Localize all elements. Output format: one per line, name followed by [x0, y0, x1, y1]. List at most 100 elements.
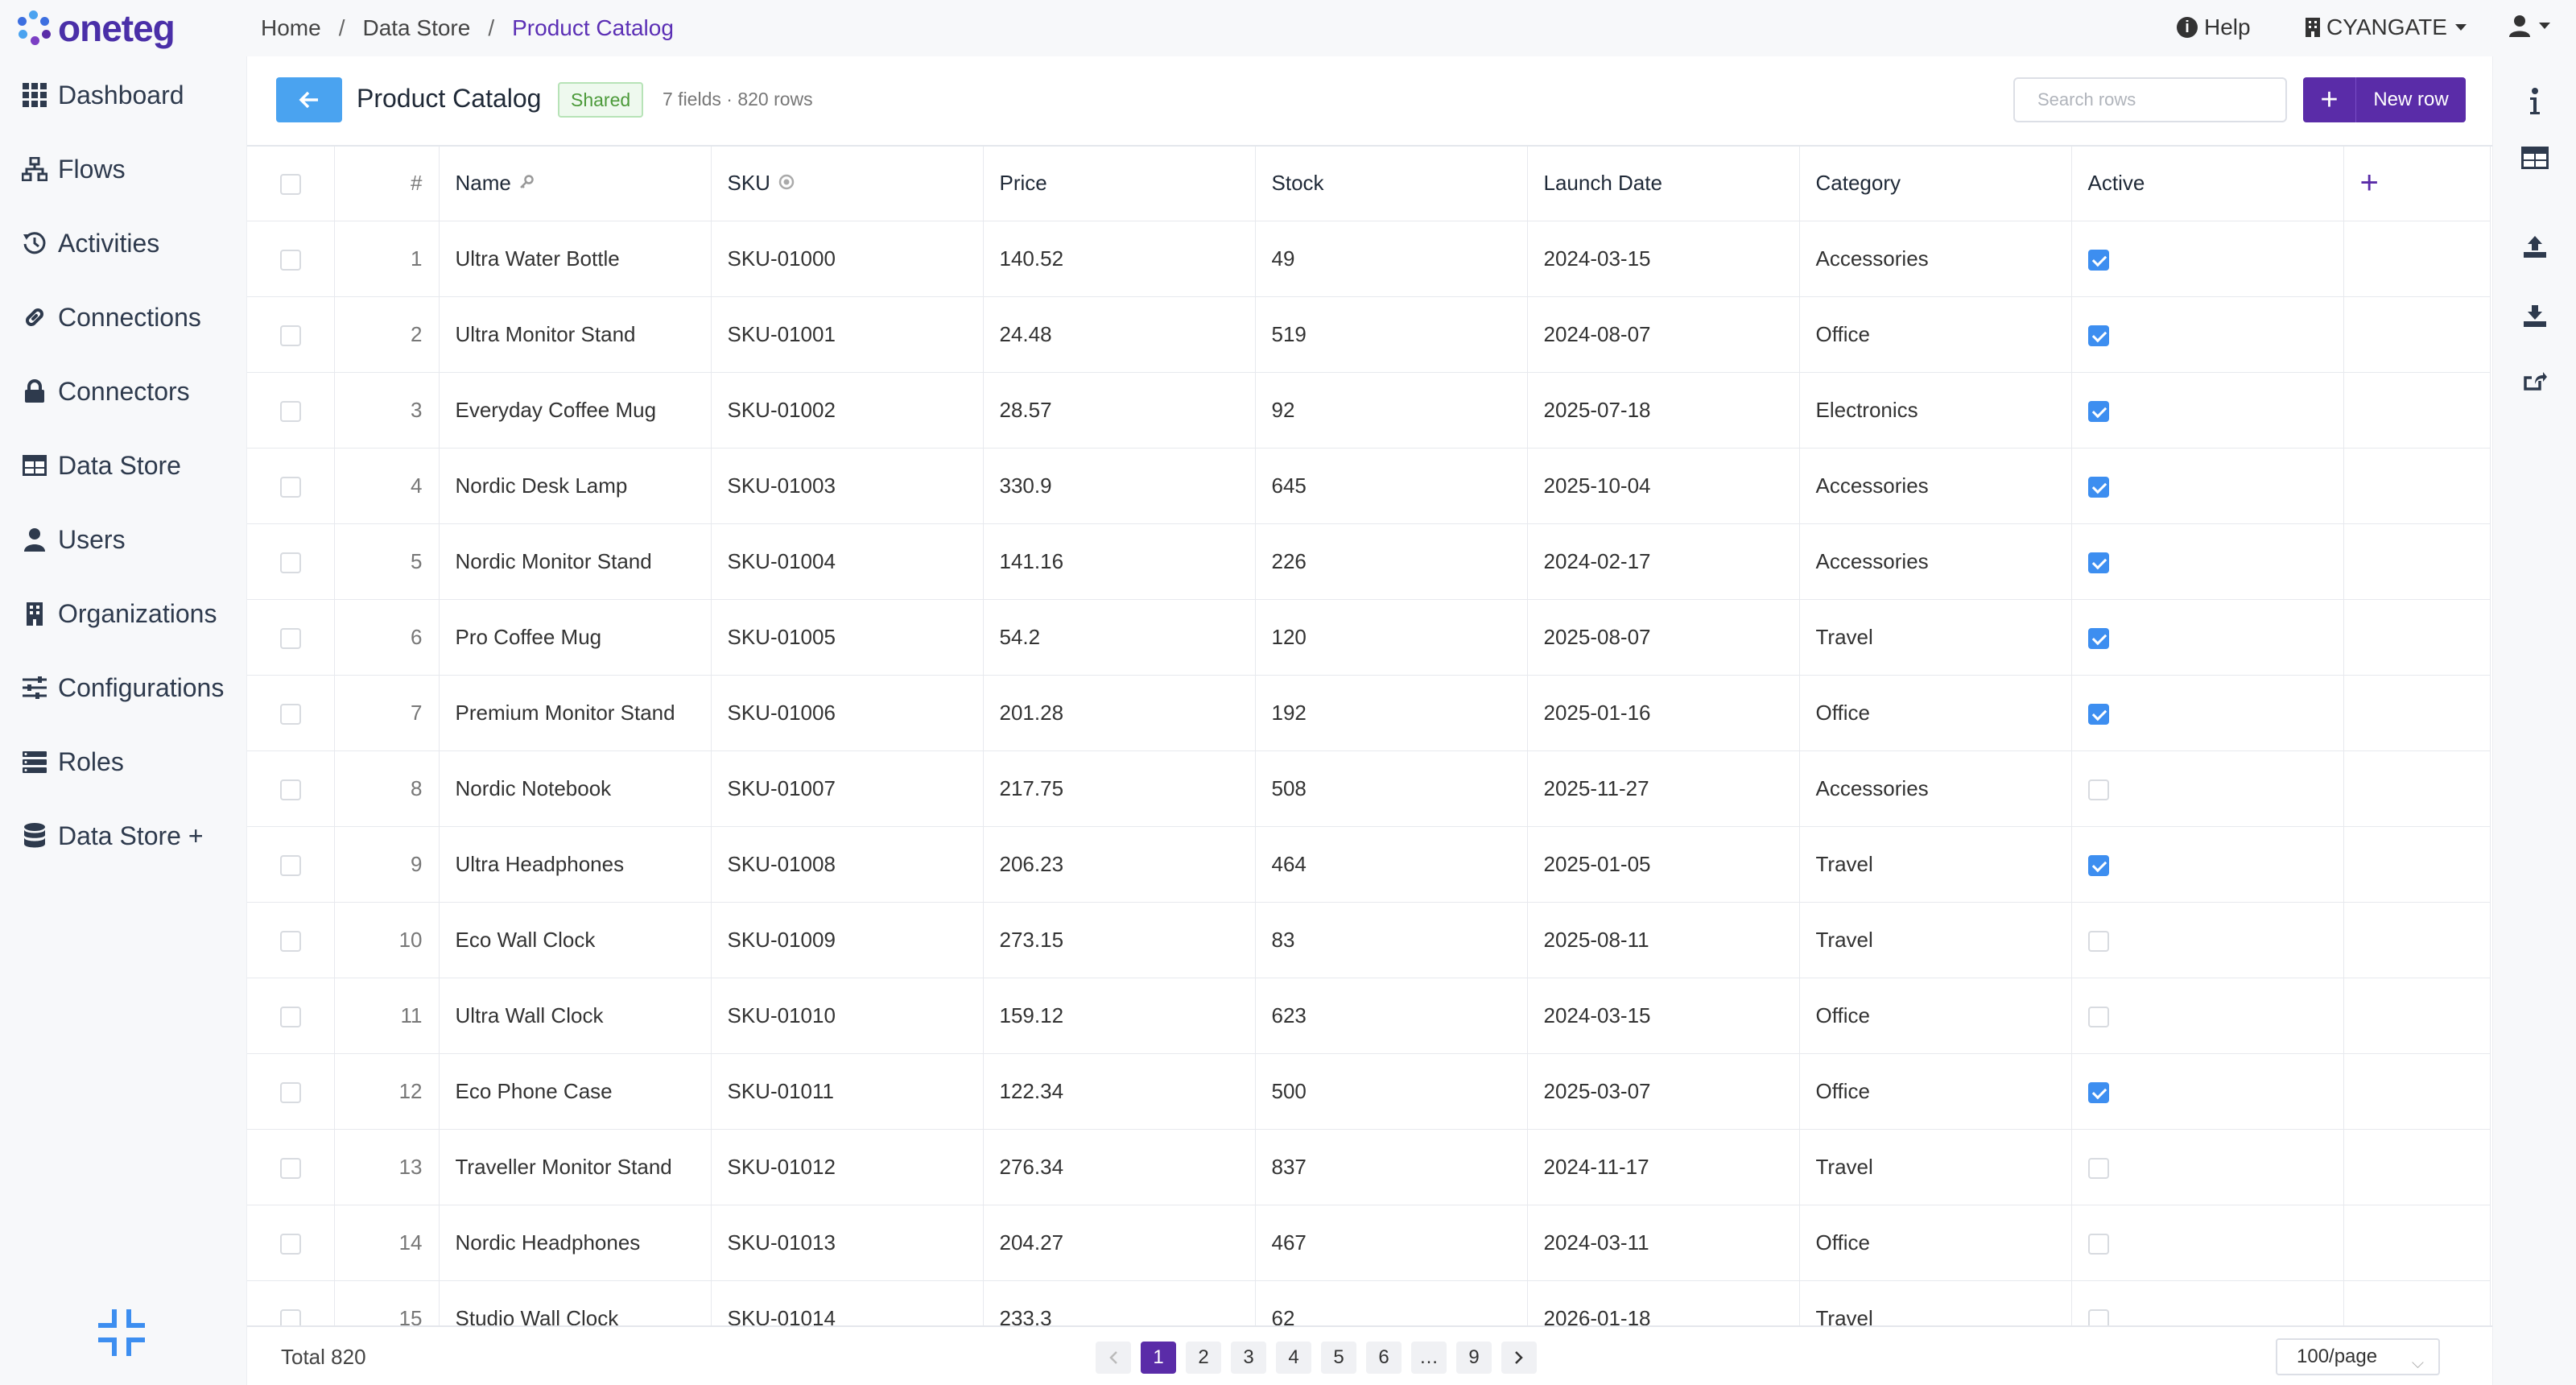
table-row[interactable]: 8 Nordic Notebook SKU-01007 217.75 508 2025-1… — [247, 750, 2491, 827]
sidebar-item-connections[interactable]: Connections — [21, 293, 201, 341]
export-button[interactable] — [2517, 298, 2553, 333]
page-button[interactable]: 3 — [1231, 1342, 1266, 1374]
search-input[interactable] — [2013, 77, 2287, 122]
page-size-select[interactable]: 100/page ⌵ — [2276, 1338, 2440, 1375]
cell-launch-date[interactable]: 2025-07-18 — [1527, 372, 1800, 449]
cell-price[interactable]: 276.34 — [983, 1129, 1256, 1205]
cell-price[interactable]: 206.23 — [983, 826, 1256, 903]
table-row[interactable]: 14 Nordic Headphones SKU-01013 204.27 467 202… — [247, 1205, 2491, 1281]
import-button[interactable] — [2517, 229, 2553, 264]
sidebar-item-configurations[interactable]: Configurations — [21, 664, 224, 712]
row-checkbox[interactable] — [279, 703, 301, 725]
page-button[interactable]: 5 — [1321, 1342, 1356, 1374]
add-column-button[interactable]: + — [2343, 147, 2491, 221]
sidebar-item-roles[interactable]: Roles — [21, 738, 124, 786]
cell-launch-date[interactable]: 2026-01-18 — [1527, 1280, 1800, 1325]
cell-stock[interactable]: 645 — [1255, 448, 1528, 524]
cell-launch-date[interactable]: 2025-10-04 — [1527, 448, 1800, 524]
cell-price[interactable]: 204.27 — [983, 1205, 1256, 1281]
cell-name[interactable]: Traveller Monitor Stand — [439, 1129, 712, 1205]
cell-launch-date[interactable]: 2024-02-17 — [1527, 523, 1800, 600]
cell-launch-date[interactable]: 2025-08-11 — [1527, 902, 1800, 978]
cell-category[interactable]: Accessories — [1799, 750, 2072, 827]
schema-button[interactable] — [2517, 140, 2553, 176]
page-button[interactable]: 1 — [1141, 1342, 1176, 1374]
sidebar-item-dashboard[interactable]: Dashboard — [21, 71, 184, 119]
cell-price[interactable]: 273.15 — [983, 902, 1256, 978]
organization-switcher[interactable]: CYANGATE — [2304, 14, 2467, 40]
cell-price[interactable]: 201.28 — [983, 675, 1256, 751]
active-checkbox[interactable] — [2087, 1233, 2109, 1255]
collapse-sidebar-button[interactable] — [97, 1308, 147, 1358]
cell-name[interactable]: Pro Coffee Mug — [439, 599, 712, 676]
cell-sku[interactable]: SKU-01001 — [711, 296, 984, 373]
active-checkbox[interactable] — [2087, 249, 2109, 271]
sidebar-item-activities[interactable]: Activities — [21, 219, 159, 267]
active-checkbox[interactable] — [2087, 930, 2109, 952]
next-page-button[interactable] — [1501, 1342, 1537, 1374]
share-button[interactable] — [2517, 366, 2553, 401]
info-button[interactable] — [2517, 84, 2553, 119]
cell-launch-date[interactable]: 2025-03-07 — [1527, 1053, 1800, 1130]
cell-name[interactable]: Ultra Monitor Stand — [439, 296, 712, 373]
table-row[interactable]: 7 Premium Monitor Stand SKU-01006 201.28 192… — [247, 675, 2491, 751]
cell-category[interactable]: Electronics — [1799, 372, 2072, 449]
active-checkbox[interactable] — [2087, 627, 2109, 649]
row-checkbox[interactable] — [279, 325, 301, 346]
cell-category[interactable]: Travel — [1799, 1280, 2072, 1325]
breadcrumb-data-store[interactable]: Data Store — [362, 15, 471, 40]
active-checkbox[interactable] — [2087, 1081, 2109, 1103]
cell-sku[interactable]: SKU-01000 — [711, 221, 984, 297]
row-checkbox[interactable] — [279, 1081, 301, 1103]
cell-launch-date[interactable]: 2024-11-17 — [1527, 1129, 1800, 1205]
page-ellipsis[interactable]: … — [1411, 1342, 1447, 1374]
table-row[interactable]: 4 Nordic Desk Lamp SKU-01003 330.9 645 2025-1… — [247, 448, 2491, 524]
sidebar-item-data-store[interactable]: Data Store — [21, 441, 181, 490]
row-checkbox[interactable] — [279, 930, 301, 952]
column-header-launch-date[interactable]: Launch Date — [1527, 147, 1800, 221]
cell-price[interactable]: 140.52 — [983, 221, 1256, 297]
table-row[interactable]: 1 Ultra Water Bottle SKU-01000 140.52 49 2024… — [247, 221, 2491, 297]
cell-launch-date[interactable]: 2024-03-15 — [1527, 221, 1800, 297]
cell-sku[interactable]: SKU-01007 — [711, 750, 984, 827]
cell-launch-date[interactable]: 2025-08-07 — [1527, 599, 1800, 676]
user-menu[interactable] — [2508, 14, 2550, 37]
row-checkbox[interactable] — [279, 627, 301, 649]
column-header-sku[interactable]: SKU — [711, 147, 984, 221]
row-checkbox[interactable] — [279, 1233, 301, 1255]
active-checkbox[interactable] — [2087, 779, 2109, 800]
row-checkbox[interactable] — [279, 1309, 301, 1325]
cell-stock[interactable]: 467 — [1255, 1205, 1528, 1281]
cell-category[interactable]: Office — [1799, 1053, 2072, 1130]
row-checkbox[interactable] — [279, 249, 301, 271]
sidebar-item-users[interactable]: Users — [21, 515, 126, 564]
cell-category[interactable]: Office — [1799, 978, 2072, 1054]
cell-sku[interactable]: SKU-01010 — [711, 978, 984, 1054]
back-button[interactable] — [276, 77, 342, 122]
cell-name[interactable]: Nordic Headphones — [439, 1205, 712, 1281]
cell-sku[interactable]: SKU-01005 — [711, 599, 984, 676]
cell-stock[interactable]: 519 — [1255, 296, 1528, 373]
cell-price[interactable]: 24.48 — [983, 296, 1256, 373]
table-row[interactable]: 5 Nordic Monitor Stand SKU-01004 141.16 226 2… — [247, 523, 2491, 600]
cell-sku[interactable]: SKU-01008 — [711, 826, 984, 903]
cell-price[interactable]: 233.3 — [983, 1280, 1256, 1325]
active-checkbox[interactable] — [2087, 476, 2109, 498]
cell-name[interactable]: Nordic Monitor Stand — [439, 523, 712, 600]
cell-launch-date[interactable]: 2025-01-16 — [1527, 675, 1800, 751]
cell-stock[interactable]: 464 — [1255, 826, 1528, 903]
cell-stock[interactable]: 192 — [1255, 675, 1528, 751]
cell-category[interactable]: Accessories — [1799, 448, 2072, 524]
cell-stock[interactable]: 500 — [1255, 1053, 1528, 1130]
column-header-category[interactable]: Category — [1799, 147, 2072, 221]
cell-category[interactable]: Travel — [1799, 826, 2072, 903]
cell-sku[interactable]: SKU-01002 — [711, 372, 984, 449]
cell-sku[interactable]: SKU-01011 — [711, 1053, 984, 1130]
cell-sku[interactable]: SKU-01012 — [711, 1129, 984, 1205]
table-row[interactable]: 3 Everyday Coffee Mug SKU-01002 28.57 92 2025… — [247, 372, 2491, 449]
new-row-button[interactable]: + New row — [2303, 77, 2466, 122]
column-header-index[interactable]: # — [334, 147, 440, 221]
page-button[interactable]: 9 — [1456, 1342, 1492, 1374]
cell-category[interactable]: Accessories — [1799, 221, 2072, 297]
row-checkbox[interactable] — [279, 1157, 301, 1179]
